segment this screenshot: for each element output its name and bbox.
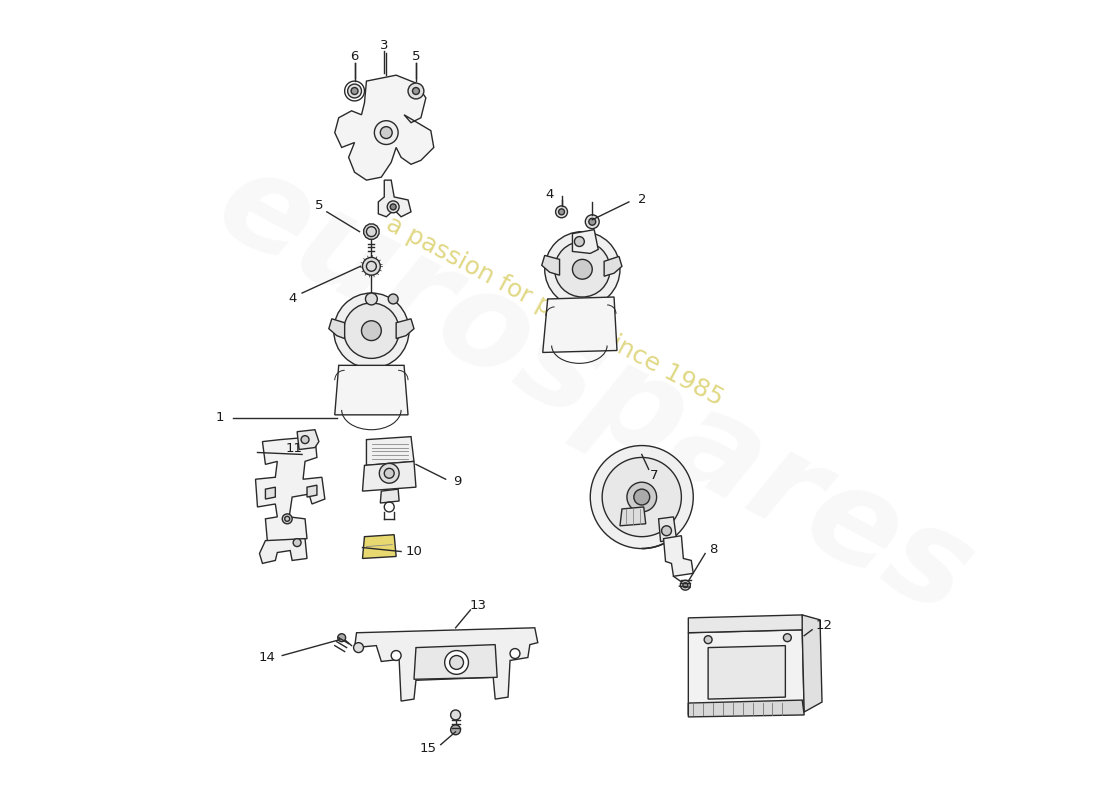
Polygon shape xyxy=(381,489,399,503)
Circle shape xyxy=(362,321,382,341)
Circle shape xyxy=(585,214,600,229)
Circle shape xyxy=(384,468,394,478)
Circle shape xyxy=(574,237,584,246)
Polygon shape xyxy=(620,507,646,526)
Text: 5: 5 xyxy=(315,199,323,212)
Circle shape xyxy=(627,482,657,512)
Circle shape xyxy=(554,242,610,297)
Circle shape xyxy=(556,206,568,218)
Circle shape xyxy=(450,655,463,670)
Circle shape xyxy=(294,538,301,546)
Circle shape xyxy=(348,84,362,98)
Text: 6: 6 xyxy=(351,50,359,63)
Circle shape xyxy=(353,642,363,653)
Text: 8: 8 xyxy=(708,543,717,556)
Polygon shape xyxy=(659,517,676,542)
Circle shape xyxy=(572,259,592,279)
Circle shape xyxy=(408,83,424,99)
Circle shape xyxy=(634,489,650,505)
Circle shape xyxy=(392,650,402,661)
Polygon shape xyxy=(363,534,396,558)
Circle shape xyxy=(783,634,791,642)
Polygon shape xyxy=(604,256,622,276)
Circle shape xyxy=(388,294,398,304)
Polygon shape xyxy=(414,645,497,679)
Circle shape xyxy=(588,218,596,225)
Text: 12: 12 xyxy=(815,619,833,632)
Text: 2: 2 xyxy=(638,194,646,206)
Text: 13: 13 xyxy=(470,598,487,611)
Circle shape xyxy=(363,258,381,275)
Text: 3: 3 xyxy=(379,39,388,52)
Polygon shape xyxy=(364,224,380,239)
Polygon shape xyxy=(363,462,416,491)
Polygon shape xyxy=(378,180,411,217)
Polygon shape xyxy=(366,437,414,466)
Polygon shape xyxy=(265,487,275,499)
Polygon shape xyxy=(297,430,319,450)
Circle shape xyxy=(390,204,396,210)
Text: 5: 5 xyxy=(411,50,420,63)
Circle shape xyxy=(559,209,564,214)
Text: 4: 4 xyxy=(288,293,296,306)
Text: 10: 10 xyxy=(406,545,422,558)
Text: 1: 1 xyxy=(216,411,224,424)
Circle shape xyxy=(683,582,688,588)
Circle shape xyxy=(704,636,712,644)
Circle shape xyxy=(387,201,399,213)
Text: 14: 14 xyxy=(258,651,276,664)
Circle shape xyxy=(283,514,293,524)
Circle shape xyxy=(333,293,409,368)
Text: a passion for parts since 1985: a passion for parts since 1985 xyxy=(382,211,727,410)
Polygon shape xyxy=(572,230,598,254)
Circle shape xyxy=(591,446,693,549)
Text: eurospares: eurospares xyxy=(196,138,992,642)
Polygon shape xyxy=(334,366,408,415)
Polygon shape xyxy=(334,75,433,180)
Text: 11: 11 xyxy=(286,442,302,455)
Circle shape xyxy=(374,121,398,145)
Polygon shape xyxy=(663,536,693,576)
Circle shape xyxy=(444,650,469,674)
Text: 15: 15 xyxy=(419,742,437,755)
Polygon shape xyxy=(542,297,617,353)
Text: 7: 7 xyxy=(649,469,658,482)
Circle shape xyxy=(661,526,671,536)
Circle shape xyxy=(602,458,681,537)
Circle shape xyxy=(544,232,620,307)
Polygon shape xyxy=(541,255,560,275)
Circle shape xyxy=(451,710,461,720)
Polygon shape xyxy=(255,437,324,542)
Polygon shape xyxy=(307,485,317,497)
Circle shape xyxy=(365,293,377,305)
Polygon shape xyxy=(354,628,538,701)
Circle shape xyxy=(412,87,419,94)
Polygon shape xyxy=(689,630,804,715)
Circle shape xyxy=(379,463,399,483)
Circle shape xyxy=(338,634,345,642)
Circle shape xyxy=(451,725,461,734)
Circle shape xyxy=(343,303,399,358)
Polygon shape xyxy=(708,646,785,699)
Circle shape xyxy=(351,87,358,94)
Polygon shape xyxy=(802,615,822,712)
Circle shape xyxy=(681,580,691,590)
Polygon shape xyxy=(260,538,307,563)
Circle shape xyxy=(510,649,520,658)
Text: 4: 4 xyxy=(546,187,553,201)
Text: 9: 9 xyxy=(453,474,462,488)
Circle shape xyxy=(301,436,309,443)
Polygon shape xyxy=(689,615,804,633)
Circle shape xyxy=(381,126,393,138)
Polygon shape xyxy=(689,700,804,717)
Polygon shape xyxy=(329,318,344,338)
Polygon shape xyxy=(396,318,414,338)
